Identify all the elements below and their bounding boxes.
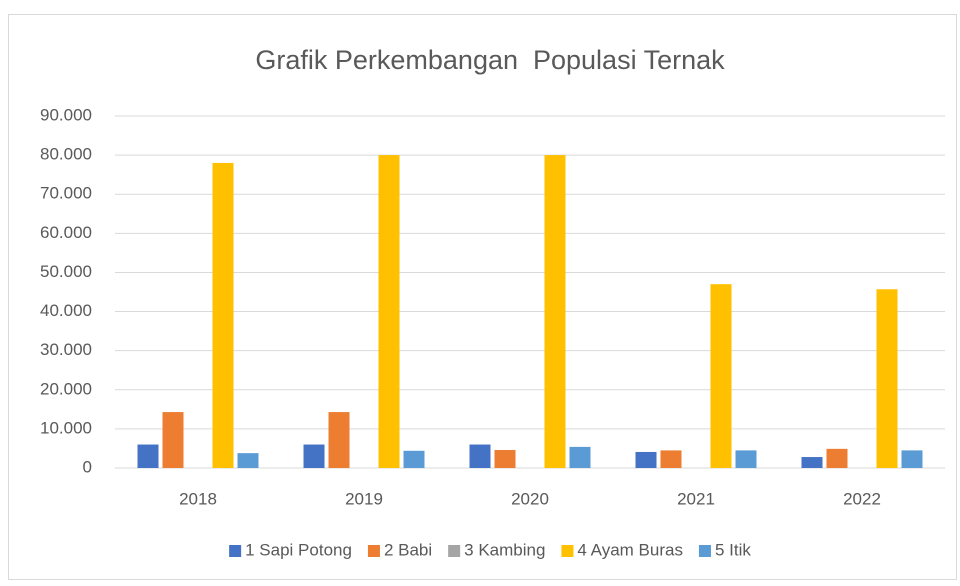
bar — [403, 450, 425, 468]
legend-label: 3 Kambing — [464, 540, 545, 559]
y-tick-label: 20.000 — [40, 379, 92, 398]
bar — [635, 451, 657, 468]
bar — [137, 444, 159, 468]
y-tick-label: 60.000 — [40, 223, 92, 242]
bar — [826, 448, 848, 468]
x-tick-label: 2021 — [677, 489, 715, 508]
legend-label: 4 Ayam Buras — [577, 540, 683, 559]
bar — [494, 450, 516, 468]
legend-swatch — [367, 545, 380, 557]
x-tick-label: 2020 — [511, 489, 549, 508]
y-tick-label: 30.000 — [40, 340, 92, 359]
bar — [162, 412, 184, 468]
x-tick-label: 2019 — [345, 489, 383, 508]
legend-swatch — [448, 545, 461, 557]
bar — [303, 444, 325, 468]
legend-label: 2 Babi — [384, 540, 432, 559]
bar — [660, 450, 682, 468]
y-tick-label: 0 — [83, 457, 92, 476]
bar — [378, 155, 400, 468]
x-tick-label: 2018 — [179, 489, 217, 508]
bar — [328, 412, 350, 468]
y-tick-label: 50.000 — [40, 262, 92, 281]
y-tick-label: 40.000 — [40, 301, 92, 320]
bar — [569, 446, 591, 468]
y-tick-label: 80.000 — [40, 145, 92, 164]
bar — [544, 155, 566, 468]
y-tick-label: 90.000 — [40, 105, 92, 124]
legend-swatch — [229, 545, 242, 557]
bar — [801, 457, 823, 468]
bar — [469, 444, 491, 468]
legend-label: 5 Itik — [715, 540, 751, 559]
chart-title: Grafik Perkembangan Populasi Ternak — [255, 45, 725, 75]
chart-border — [8, 14, 957, 580]
bar — [876, 289, 898, 468]
legend-swatch — [561, 545, 574, 557]
y-tick-label: 70.000 — [40, 184, 92, 203]
bar — [212, 162, 234, 468]
legend-label: 1 Sapi Potong — [245, 540, 352, 559]
bar — [901, 450, 923, 468]
x-tick-label: 2022 — [843, 489, 881, 508]
bar — [735, 450, 757, 468]
y-tick-label: 10.000 — [40, 418, 92, 437]
bar — [237, 453, 259, 468]
legend: 1 Sapi Potong 2 Babi 3 Kambing 4 Ayam Buras… — [229, 540, 751, 559]
bar — [710, 284, 732, 468]
legend-swatch — [698, 545, 711, 557]
